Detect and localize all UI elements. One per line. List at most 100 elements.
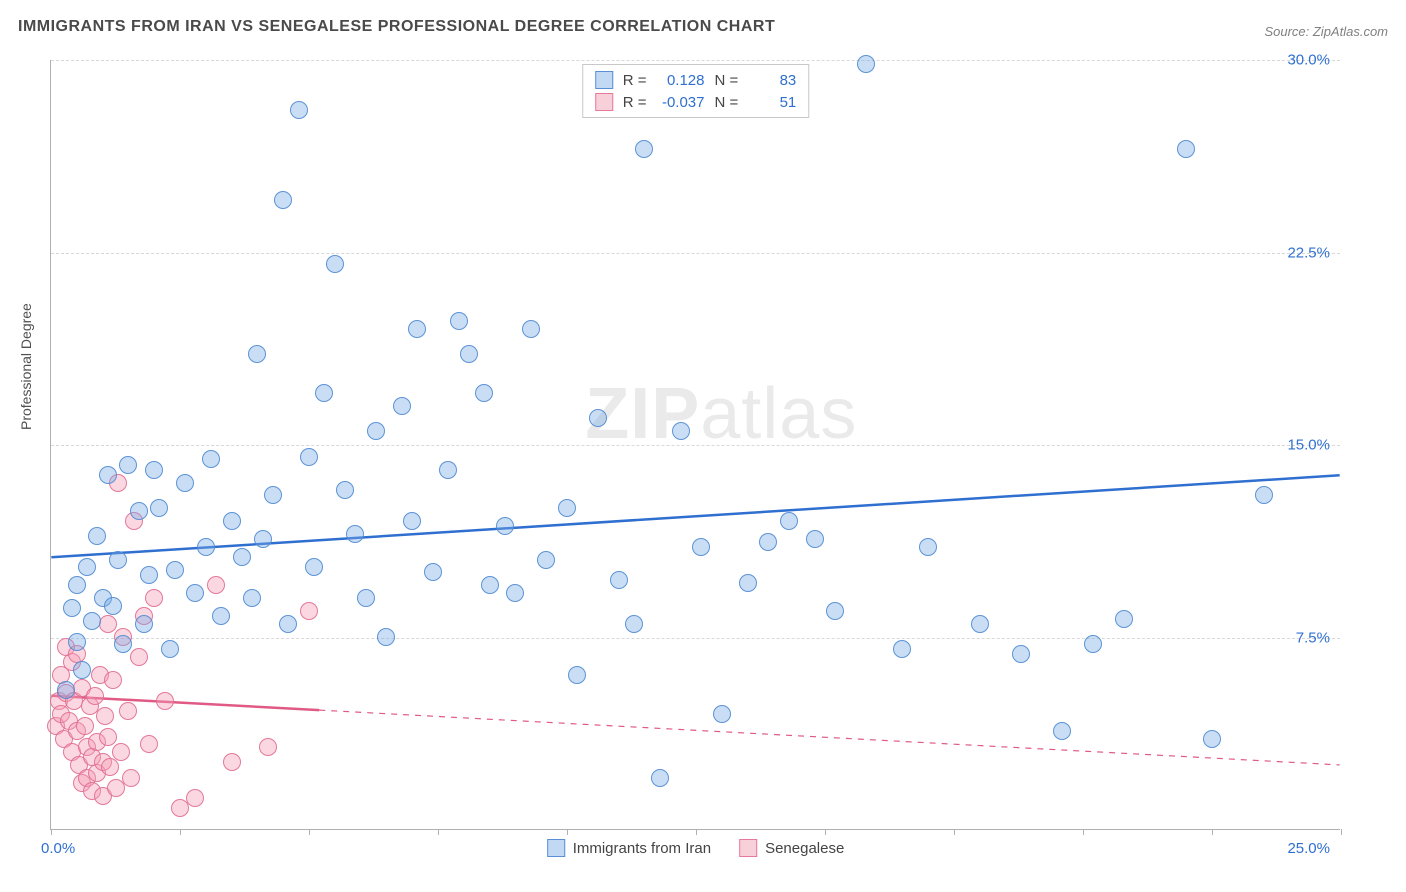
point-iran (130, 502, 148, 520)
swatch-pink-icon (739, 839, 757, 857)
point-iran (119, 456, 137, 474)
point-iran (68, 576, 86, 594)
point-iran (305, 558, 323, 576)
point-senegalese (186, 789, 204, 807)
point-iran (635, 140, 653, 158)
point-iran (367, 422, 385, 440)
point-iran (522, 320, 540, 338)
point-iran (759, 533, 777, 551)
point-iran (589, 409, 607, 427)
point-senegalese (130, 648, 148, 666)
point-senegalese (99, 728, 117, 746)
point-iran (481, 576, 499, 594)
point-senegalese (112, 743, 130, 761)
point-iran (558, 499, 576, 517)
point-iran (99, 466, 117, 484)
point-iran (1255, 486, 1273, 504)
point-iran (692, 538, 710, 556)
point-iran (713, 705, 731, 723)
point-iran (176, 474, 194, 492)
point-iran (971, 615, 989, 633)
point-senegalese (259, 738, 277, 756)
point-iran (1177, 140, 1195, 158)
legend-label: Immigrants from Iran (573, 840, 711, 857)
point-senegalese (104, 671, 122, 689)
legend-item-iran: Immigrants from Iran (547, 839, 711, 857)
point-senegalese (101, 758, 119, 776)
point-iran (88, 527, 106, 545)
point-iran (279, 615, 297, 633)
stats-legend-box: R = 0.128 N = 83 R = -0.037 N = 51 (582, 64, 810, 118)
x-tick (1083, 829, 1084, 835)
point-iran (460, 345, 478, 363)
point-iran (1053, 722, 1071, 740)
point-iran (336, 481, 354, 499)
point-iran (357, 589, 375, 607)
x-origin-label: 0.0% (41, 840, 75, 857)
legend-label: Senegalese (765, 840, 844, 857)
trend-line-dashed (319, 710, 1339, 765)
point-senegalese (156, 692, 174, 710)
gridline-h (51, 253, 1340, 254)
x-tick (954, 829, 955, 835)
point-senegalese (99, 615, 117, 633)
point-iran (223, 512, 241, 530)
point-iran (109, 551, 127, 569)
point-iran (243, 589, 261, 607)
stat-label: N = (715, 72, 739, 89)
point-iran (377, 628, 395, 646)
plot-area: ZIPatlas R = 0.128 N = 83 R = -0.037 N =… (50, 60, 1340, 830)
point-iran (212, 607, 230, 625)
point-iran (254, 530, 272, 548)
gridline-h (51, 445, 1340, 446)
point-iran (150, 499, 168, 517)
point-senegalese (107, 779, 125, 797)
point-iran (893, 640, 911, 658)
swatch-blue-icon (547, 839, 565, 857)
swatch-blue-icon (595, 71, 613, 89)
point-senegalese (145, 589, 163, 607)
stat-label: R = (623, 72, 647, 89)
point-iran (140, 566, 158, 584)
chart-title: IMMIGRANTS FROM IRAN VS SENEGALESE PROFE… (18, 18, 775, 36)
stats-row-senegalese: R = -0.037 N = 51 (595, 91, 797, 113)
y-tick-label: 15.0% (1287, 437, 1330, 454)
point-iran (233, 548, 251, 566)
stat-value: -0.037 (657, 94, 705, 111)
x-tick (438, 829, 439, 835)
point-iran (780, 512, 798, 530)
point-iran (326, 255, 344, 273)
point-iran (248, 345, 266, 363)
point-iran (506, 584, 524, 602)
point-senegalese (171, 799, 189, 817)
swatch-pink-icon (595, 93, 613, 111)
point-iran (186, 584, 204, 602)
x-tick (309, 829, 310, 835)
point-iran (83, 612, 101, 630)
point-iran (197, 538, 215, 556)
point-iran (346, 525, 364, 543)
y-tick-label: 22.5% (1287, 244, 1330, 261)
gridline-h (51, 60, 1340, 61)
point-iran (1115, 610, 1133, 628)
point-iran (496, 517, 514, 535)
point-iran (806, 530, 824, 548)
x-tick (825, 829, 826, 835)
point-iran (393, 397, 411, 415)
stat-label: R = (623, 94, 647, 111)
point-iran (104, 597, 122, 615)
x-max-label: 25.0% (1287, 840, 1330, 857)
point-iran (202, 450, 220, 468)
source-attribution: Source: ZipAtlas.com (1264, 24, 1388, 39)
point-iran (826, 602, 844, 620)
x-tick (51, 829, 52, 835)
point-iran (63, 599, 81, 617)
point-iran (300, 448, 318, 466)
point-iran (135, 615, 153, 633)
point-senegalese (76, 717, 94, 735)
stat-value: 83 (748, 72, 796, 89)
point-iran (68, 633, 86, 651)
point-iran (73, 661, 91, 679)
point-senegalese (223, 753, 241, 771)
point-iran (145, 461, 163, 479)
